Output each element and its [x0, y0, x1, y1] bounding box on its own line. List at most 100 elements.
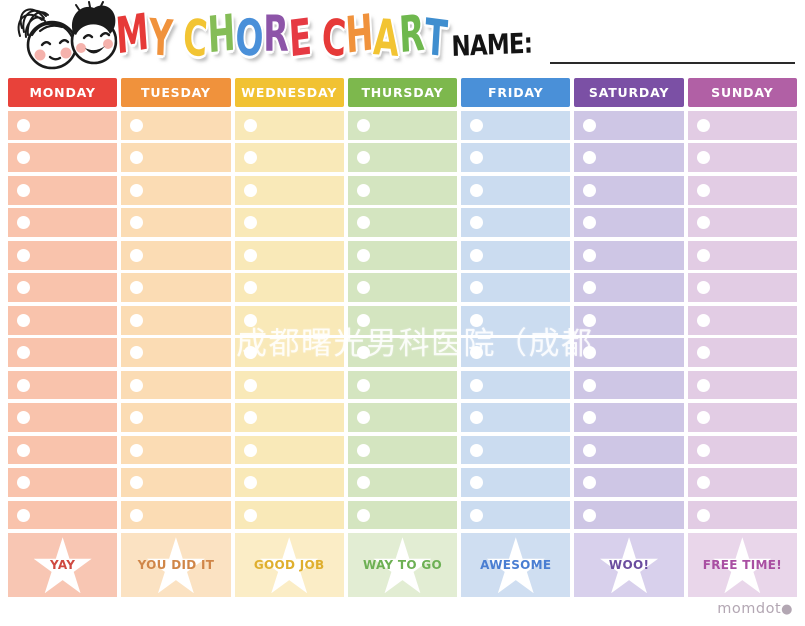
chore-row: [234, 111, 344, 140]
day-column-saturday: SATURDAY WOO!: [574, 78, 684, 598]
chore-bullet-circle: [583, 378, 597, 392]
chore-bullet-circle: [17, 443, 30, 457]
chore-bullet-circle: [243, 216, 257, 230]
chore-bullet-circle: [583, 443, 597, 457]
chore-bullet-circle: [696, 508, 710, 522]
chore-row: [347, 175, 458, 205]
chore-bullet-circle: [356, 378, 370, 392]
chore-row: [234, 273, 344, 303]
reward-cell-sunday: FREE TIME!: [687, 533, 797, 598]
chore-bullet-circle: [356, 411, 370, 425]
chore-row: [347, 338, 458, 367]
title-letter: E: [287, 7, 313, 69]
chore-row: [8, 175, 118, 205]
chore-row: [574, 370, 684, 400]
chore-row: [234, 338, 344, 367]
chore-row: [347, 500, 458, 530]
chore-row: [574, 435, 684, 465]
chore-row: [461, 370, 571, 400]
chore-row: [574, 338, 684, 367]
chore-bullet-circle: [130, 346, 144, 360]
chore-bullet-circle: [17, 248, 30, 262]
chore-bullet-circle: [583, 151, 597, 165]
chore-row: [234, 240, 344, 270]
chore-bullet-circle: [696, 346, 710, 360]
chore-bullet-circle: [243, 151, 257, 165]
chore-row: [234, 370, 344, 400]
reward-cell-saturday: WOO!: [574, 533, 684, 598]
reward-label: YOU DID IT: [137, 558, 215, 573]
chore-row: [121, 111, 231, 140]
page-header: MY CHORE CHART NAME:: [0, 0, 805, 78]
chore-row: [461, 468, 571, 497]
chore-row: [347, 370, 458, 400]
chore-row: [461, 143, 571, 173]
chore-row: [347, 111, 458, 140]
chore-row: [234, 403, 344, 432]
chore-row: [574, 273, 684, 303]
chore-row: [461, 435, 571, 465]
chore-row: [121, 240, 231, 270]
chore-bullet-circle: [696, 183, 710, 197]
chore-bullet-circle: [130, 118, 144, 132]
reward-label: FREE TIME!: [702, 558, 782, 573]
day-column-sunday: SUNDAY FREE TIME!: [687, 78, 797, 598]
chore-row: [347, 435, 458, 465]
chore-bullet-circle: [243, 378, 257, 392]
chore-bullet-circle: [696, 281, 710, 295]
chore-bullet-circle: [356, 508, 370, 522]
chore-bullet-circle: [583, 183, 597, 197]
chore-bullet-circle: [130, 443, 144, 457]
chore-row: [574, 143, 684, 173]
chore-bullet-circle: [243, 118, 257, 132]
chore-bullet-circle: [17, 411, 30, 425]
chore-bullet-circle: [243, 508, 257, 522]
chore-bullet-circle: [130, 281, 144, 295]
chore-bullet-circle: [696, 313, 710, 327]
reward-cell-wednesday: GOOD JOB: [234, 533, 344, 598]
chore-bullet-circle: [243, 248, 257, 262]
chore-row: [461, 305, 571, 335]
chore-bullet-circle: [17, 508, 30, 522]
name-label: NAME:: [451, 26, 533, 64]
chore-row: [687, 403, 797, 432]
chore-bullet-circle: [470, 443, 484, 457]
day-header-sunday: SUNDAY: [687, 78, 797, 107]
chore-bullet-circle: [356, 248, 370, 262]
chore-bullet-circle: [470, 151, 484, 165]
chore-row: [8, 240, 118, 270]
chore-row: [8, 143, 118, 173]
reward-label: WOO!: [608, 558, 650, 573]
chore-bullet-circle: [696, 216, 710, 230]
chore-bullet-circle: [696, 378, 710, 392]
day-column-wednesday: WEDNESDAY GOOD JOB: [234, 78, 344, 598]
chore-bullet-circle: [583, 476, 597, 490]
chore-row: [234, 468, 344, 497]
momdot-logo: momdot●: [717, 601, 793, 617]
chore-bullet-circle: [17, 216, 30, 230]
chore-row: [121, 370, 231, 400]
day-column-tuesday: TUESDAY YOU DID IT: [121, 78, 231, 598]
chore-row: [687, 338, 797, 367]
chore-bullet-circle: [470, 216, 484, 230]
chore-bullet-circle: [470, 378, 484, 392]
chore-bullet-circle: [130, 508, 144, 522]
chore-row: [347, 403, 458, 432]
chore-bullet-circle: [356, 476, 370, 490]
chore-bullet-circle: [130, 151, 144, 165]
title-letter: H: [206, 3, 237, 65]
chore-bullet-circle: [470, 411, 484, 425]
day-column-friday: FRIDAY AWESOME: [461, 78, 571, 598]
chore-row: [347, 273, 458, 303]
title-letter: Y: [147, 8, 174, 68]
chore-row: [8, 500, 118, 530]
chore-bullet-circle: [130, 248, 144, 262]
chore-row: [8, 305, 118, 335]
chore-row: [461, 208, 571, 238]
title-letter: T: [422, 7, 449, 69]
chore-bullet-circle: [17, 118, 30, 132]
momdot-logo-dot: ●: [781, 602, 793, 617]
chore-bullet-circle: [17, 281, 30, 295]
chore-row: [461, 338, 571, 367]
chore-row: [574, 175, 684, 205]
